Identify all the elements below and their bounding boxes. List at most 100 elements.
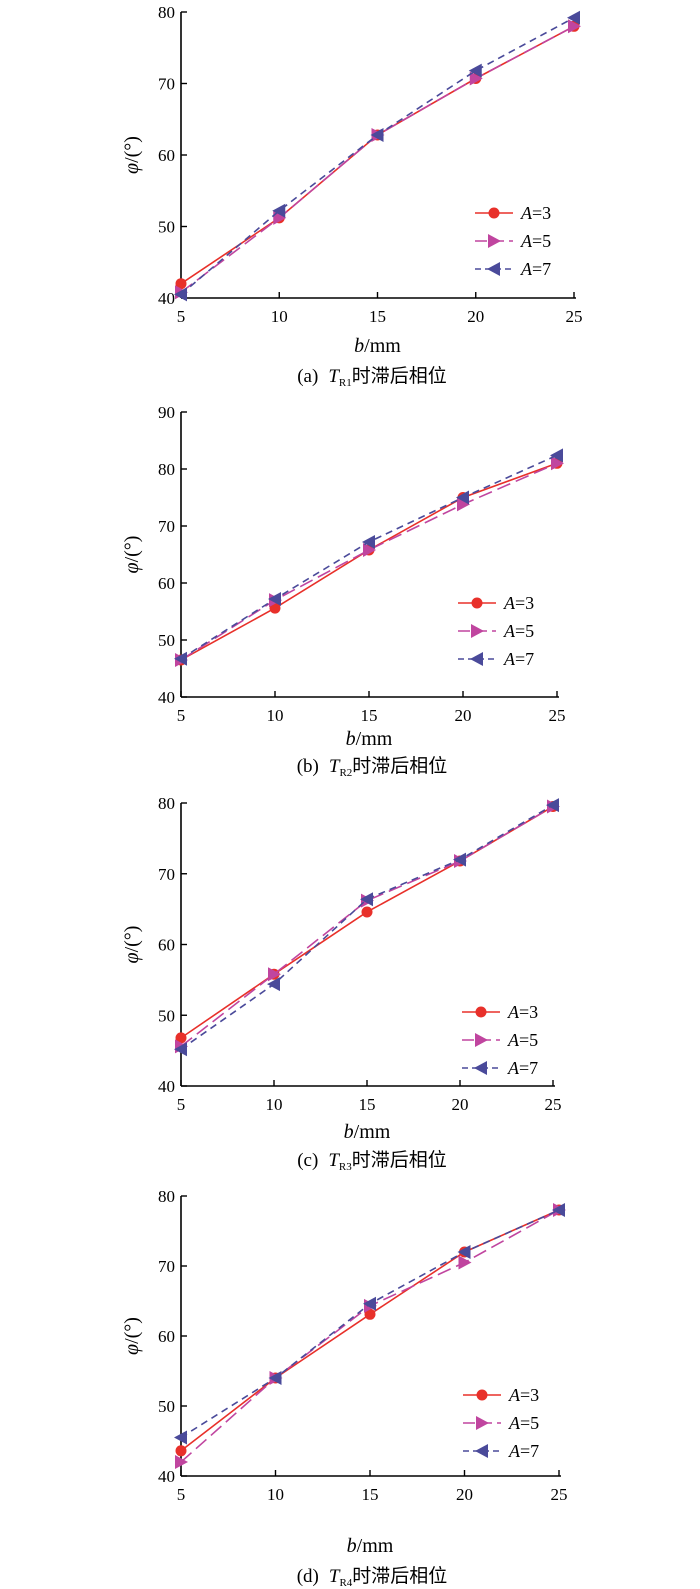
series-line-a7 [180, 804, 554, 1050]
x-axis-label: b/mm [347, 1535, 394, 1557]
legend-eq: =7 [532, 259, 551, 279]
panel-caption: (b) TR2时滞后相位 [297, 755, 448, 779]
caption-subscript: R4 [339, 1577, 352, 1589]
data-point-a7 [550, 448, 563, 463]
x-axis-unit: /mm [354, 1121, 391, 1143]
legend-marker [471, 597, 483, 609]
legend: A=3A =5 A=7 [463, 1385, 539, 1461]
legend-entry: A=5 [520, 231, 551, 251]
x-axis-unit: /mm [364, 335, 401, 357]
legend-eq: =3 [532, 203, 551, 223]
legend-entry: A=7 [508, 1441, 539, 1461]
caption-var: T [328, 1150, 340, 1171]
legend-marker [488, 207, 500, 219]
x-tick-label: 15 [362, 1485, 379, 1504]
x-tick-label: 10 [267, 706, 284, 725]
series-line-a5 [180, 25, 575, 293]
y-axis-unit: /(°) [121, 1317, 143, 1344]
y-tick-label: 60 [158, 1327, 175, 1346]
data-point-a5 [458, 1255, 472, 1270]
y-axis-label: φ/(°) [121, 1317, 143, 1355]
x-tick-label: 15 [361, 706, 378, 725]
series-line-a7 [180, 17, 575, 296]
data-point-a7 [174, 651, 187, 666]
y-tick-label: 90 [158, 403, 175, 422]
legend-eq: =5 [520, 1413, 539, 1433]
x-axis-label: b/mm [346, 728, 393, 750]
y-tick-label: 60 [158, 146, 175, 165]
caption-var: T [329, 756, 341, 777]
data-point-a5 [568, 19, 581, 34]
legend-entry: A=3 [508, 1385, 539, 1405]
y-tick-label: 50 [158, 1397, 175, 1416]
legend: A=3A=5A=7 [462, 1002, 538, 1078]
data-point-a7 [174, 287, 187, 302]
legend-entry: A=5 [507, 1030, 538, 1050]
x-axis-var: b [354, 335, 364, 357]
data-point-a7 [360, 892, 373, 907]
legend-marker [488, 234, 501, 248]
caption-prefix: (b) [297, 756, 319, 777]
legend: A=3A=5A=7 [458, 593, 534, 669]
caption-var: T [328, 366, 340, 387]
x-axis-var: b [346, 728, 356, 750]
y-tick-label: 80 [158, 460, 175, 479]
x-tick-label: 10 [271, 307, 288, 326]
y-tick-label: 70 [158, 75, 175, 94]
data-point-a7 [546, 798, 559, 813]
data-point-a5 [469, 71, 483, 86]
legend-entry: A=3 [520, 203, 551, 223]
x-axis-label: b/mm [354, 335, 401, 357]
y-axis-unit: /(°) [121, 926, 143, 953]
legend-var: A [503, 593, 516, 613]
y-tick-label: 70 [158, 865, 175, 884]
legend-marker [470, 652, 483, 666]
caption-text: 时滞后相位 [352, 365, 447, 387]
legend-var: A [520, 231, 533, 251]
caption-subscript: R2 [339, 767, 352, 779]
x-tick-label: 20 [452, 1095, 469, 1114]
legend-var: A [508, 1385, 521, 1405]
legend-marker [476, 1389, 488, 1401]
data-point-a3 [175, 1445, 187, 1457]
y-axis-unit: /(°) [121, 536, 143, 563]
y-axis-label: φ/(°) [121, 926, 143, 964]
legend-var: A [507, 1002, 520, 1022]
data-point-a7 [268, 1371, 282, 1385]
x-axis-var: b [347, 1535, 357, 1557]
series-line-a3 [180, 462, 558, 661]
x-tick-label: 5 [177, 1095, 186, 1114]
data-point-a3 [361, 906, 373, 918]
y-tick-label: 50 [158, 631, 175, 650]
x-tick-label: 25 [551, 1485, 568, 1504]
legend-marker [475, 1033, 488, 1047]
data-point-a7 [456, 490, 469, 505]
x-tick-label: 25 [545, 1095, 562, 1114]
data-point-a3 [364, 1308, 376, 1320]
y-tick-label: 60 [158, 936, 175, 955]
caption-prefix: (d) [297, 1566, 319, 1587]
data-point-a7 [362, 534, 375, 549]
data-point-a7 [552, 1203, 565, 1217]
data-point-a5 [175, 1455, 188, 1469]
x-axis-unit: /mm [357, 1535, 394, 1557]
data-point-a7 [174, 1430, 187, 1445]
data-point-a7 [267, 977, 280, 992]
legend-entry: A=7 [520, 259, 551, 279]
legend-marker [475, 1006, 487, 1018]
legend-var: A [520, 259, 533, 279]
legend-entry: A=3 [503, 593, 534, 613]
y-tick-label: 80 [158, 1187, 175, 1206]
x-tick-label: 25 [549, 706, 566, 725]
legend-marker [487, 262, 500, 276]
x-tick-label: 5 [177, 1485, 186, 1504]
data-point-a3 [175, 1032, 187, 1044]
x-tick-label: 20 [467, 307, 484, 326]
caption-prefix: (c) [297, 1150, 318, 1171]
x-tick-label: 10 [267, 1485, 284, 1504]
series-line-a3 [180, 1209, 560, 1452]
x-tick-label: 20 [455, 706, 472, 725]
legend-eq: =3 [519, 1002, 538, 1022]
